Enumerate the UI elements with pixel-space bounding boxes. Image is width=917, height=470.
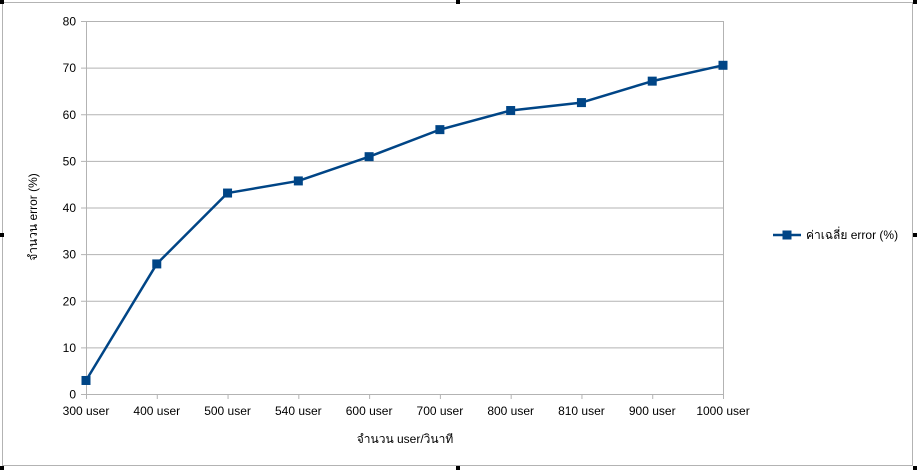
x-tick-label-3: 540 user — [275, 404, 322, 418]
y-tick-label-0: 0 — [69, 388, 76, 402]
y-tick-label-30: 30 — [63, 248, 77, 262]
y-axis-label: จำนวน error (%) — [26, 173, 40, 261]
y-tick-label-60: 60 — [63, 108, 77, 122]
x-axis-tick-labels: 300 user 400 user 500 user 540 user 600 user… — [63, 404, 750, 418]
x-tick-label-8: 900 user — [629, 404, 676, 418]
x-tick-label-6: 800 user — [487, 404, 534, 418]
series-line-0 — [84, 64, 724, 382]
selection-handle-top-left[interactable] — [0, 0, 4, 4]
x-tick-label-2: 500 user — [204, 404, 251, 418]
data-point-6 — [506, 106, 516, 116]
data-point-7 — [576, 98, 586, 108]
x-tick-label-1: 400 user — [133, 404, 180, 418]
data-point-1 — [152, 259, 162, 269]
gridlines — [81, 21, 724, 399]
selection-handle-bottom-middle[interactable] — [456, 466, 460, 470]
x-tick-label-0: 300 user — [63, 404, 110, 418]
y-tick-label-80: 80 — [63, 15, 77, 29]
y-tick-label-70: 70 — [63, 61, 77, 75]
data-point-8 — [647, 76, 657, 86]
selection-handle-top-middle[interactable] — [456, 0, 460, 4]
data-point-5 — [435, 125, 445, 135]
y-axis-tick-labels: 0 10 20 30 40 50 60 70 80 — [63, 15, 77, 402]
x-tick-label-4: 600 user — [346, 404, 393, 418]
data-point-4 — [364, 152, 374, 162]
legend-label: ค่าเฉลี่ย error (%) — [806, 226, 898, 242]
legend: ค่าเฉลี่ย error (%) — [773, 226, 898, 242]
x-tick-label-7: 810 user — [558, 404, 605, 418]
data-point-2 — [223, 188, 233, 198]
x-axis-label: จำนวน user/วินาที — [357, 432, 454, 446]
selection-handle-middle-left[interactable] — [0, 233, 4, 237]
y-tick-label-40: 40 — [63, 201, 77, 215]
x-tick-label-9: 1000 user — [696, 404, 749, 418]
series-group — [81, 60, 728, 385]
data-point-0 — [81, 375, 91, 385]
y-tick-label-20: 20 — [63, 294, 77, 308]
data-point-3 — [293, 176, 303, 186]
y-tick-label-50: 50 — [63, 154, 77, 168]
data-point-9 — [718, 60, 728, 70]
x-tick-label-5: 700 user — [417, 404, 464, 418]
selection-handle-top-right[interactable] — [913, 0, 917, 4]
selection-handle-bottom-left[interactable] — [0, 466, 4, 470]
legend-marker — [782, 230, 792, 240]
selection-handle-bottom-right[interactable] — [913, 466, 917, 470]
selection-handle-middle-right[interactable] — [913, 233, 917, 237]
y-tick-label-10: 10 — [63, 341, 77, 355]
